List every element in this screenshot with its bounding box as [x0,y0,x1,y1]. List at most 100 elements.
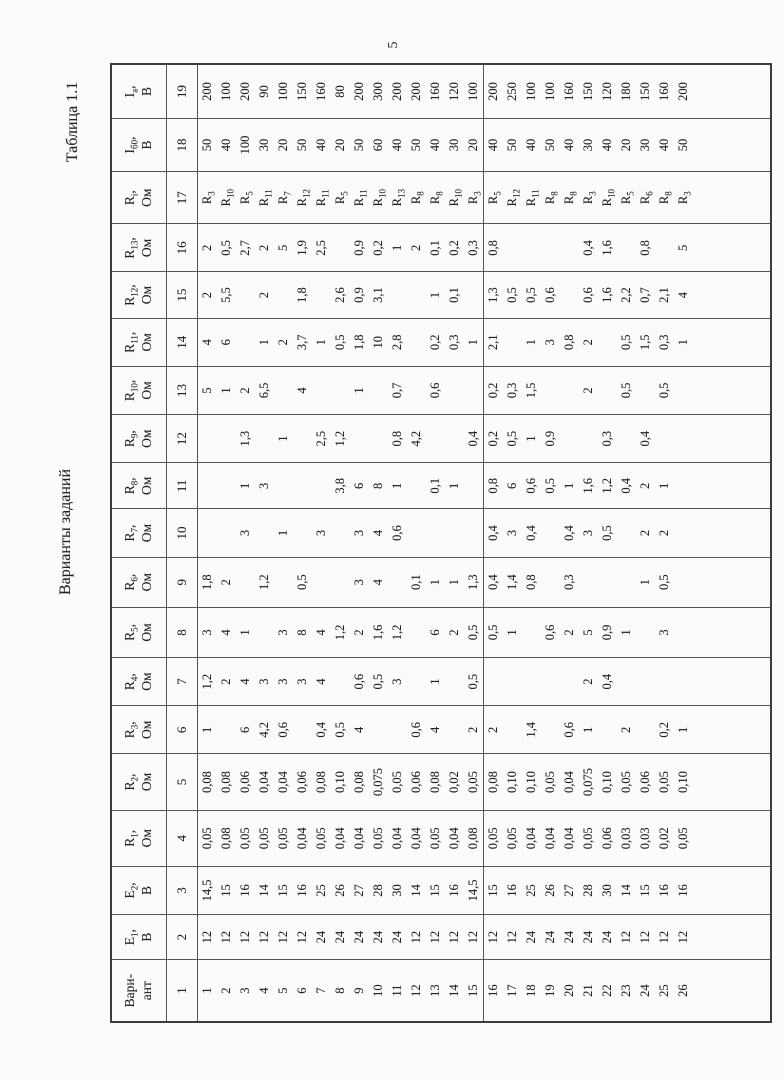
table-cell [560,366,579,415]
table-cell: 2 [236,366,255,415]
table-cell: R13 [388,171,407,224]
table-cell: 200 [674,64,693,119]
table-cell: 2,8 [388,318,407,367]
table-cell [312,272,331,319]
table-cell [236,557,255,608]
table-cell: R10 [217,171,236,224]
table-cell: 50 [293,118,312,172]
table-row: 25 12 16 0,02 0,05 0,2 3 0,5 2 1 0,5 0,3 2,1 R8 40 160 [655,64,674,1022]
table-cell: 0,5 [541,462,560,509]
table-cell: 100 [236,118,255,172]
table-cell: 1,9 [293,223,312,272]
table-cell [331,508,350,558]
table-cell [636,705,655,754]
table-cell: 160 [312,64,331,119]
table-cell: 1,3 [483,272,503,319]
table-cell: 3 [541,318,560,367]
table-cell: 30 [255,118,274,172]
table-cell: 21 [579,959,598,1022]
table-cell: 20 [560,959,579,1022]
table-cell: 0,3 [560,557,579,608]
table-cell: 22 [598,959,617,1022]
table-cell: 0,4 [617,462,636,509]
table-cell [388,272,407,319]
column-number: 12 [166,414,198,463]
table-cell [197,462,217,509]
table-cell [522,607,541,658]
table-cell: 0,05 [388,753,407,811]
table-cell: 50 [407,118,426,172]
column-header: Iб0, В [111,118,167,172]
table-cell [674,607,693,658]
table-cell: 3 [655,607,674,658]
table-cell: 1 [426,272,445,319]
table-cell: 40 [483,118,503,172]
table-cell: 0,2 [655,705,674,754]
table-cell: 1 [674,705,693,754]
table-cell: 1 [655,462,674,509]
table-cell: 0,05 [274,810,293,867]
table-cell: 2 [483,705,503,754]
table-cell: 1 [197,959,217,1022]
table-cell [331,223,350,272]
table-cell [464,508,484,558]
table-row: 16 12 15 0,05 0,08 2 0,5 0,4 0,4 0,8 0,2 0,2 2,1 1,3 0… [483,64,503,1022]
table-cell: 1,8 [293,272,312,319]
table-cell: 0,4 [483,557,503,608]
table-row: 13 12 15 0,05 0,08 4 1 6 1 0,1 0,6 0,2 1 0,1 R8 40 160 [426,64,445,1022]
table-cell: 10 [369,318,388,367]
table-cell [274,366,293,415]
table-cell: 150 [579,64,598,119]
column-number: 17 [166,171,198,224]
table-row: 14 12 16 0,04 0,02 2 1 1 0,3 0,1 0,2 R10 30 120 [445,64,464,1022]
table-cell: R8 [560,171,579,224]
table-cell: 1 [522,318,541,367]
table-cell: 2 [579,657,598,706]
table-cell [236,272,255,319]
empty-cell [693,753,771,811]
table-cell [617,414,636,463]
column-number: 16 [166,223,198,272]
empty-cell [693,657,771,706]
table-cell: 1 [236,462,255,509]
table-cell: 0,5 [483,607,503,658]
table-cell [217,508,236,558]
table-cell: 80 [331,64,350,119]
table-cell: 0,7 [636,272,655,319]
column-header: R6, Ом [111,557,167,608]
table-cell [598,557,617,608]
table-cell: 100 [541,64,560,119]
table-cell [293,462,312,509]
table-cell: 16 [655,866,674,915]
column-number: 9 [166,557,198,608]
table-cell: 1,5 [636,318,655,367]
table-cell [445,366,464,415]
table-cell: 0,08 [217,753,236,811]
table-cell: 0,4 [522,508,541,558]
table-cell: 0,5 [331,705,350,754]
table-cell: 12 [636,914,655,960]
table-cell: 50 [674,118,693,172]
table-cell: 24 [598,914,617,960]
table-cell: 12 [483,914,503,960]
table-cell: 3 [503,508,522,558]
table-cell [312,366,331,415]
table-cell: 16 [674,866,693,915]
table-cell: 1,2 [388,607,407,658]
table-cell: 200 [236,64,255,119]
table-cell: 1 [312,318,331,367]
table-cell [407,607,426,658]
table-cell: 0,05 [541,753,560,811]
table-cell: 2,5 [312,223,331,272]
table-cell: 12 [407,959,426,1022]
table-cell: 27 [350,866,369,915]
table-cell: 1 [522,414,541,463]
table-cell: 160 [560,64,579,119]
table-cell [445,657,464,706]
table-cell: 0,10 [598,753,617,811]
table-row: 18 24 25 0,04 0,10 1,4 0,8 0,4 0,6 1 1,5 1 0,5 R11 40 1… [522,64,541,1022]
table-cell: 3 [293,657,312,706]
table-cell: 4 [236,657,255,706]
table-cell: 3 [236,959,255,1022]
table-cell: 0,04 [388,810,407,867]
